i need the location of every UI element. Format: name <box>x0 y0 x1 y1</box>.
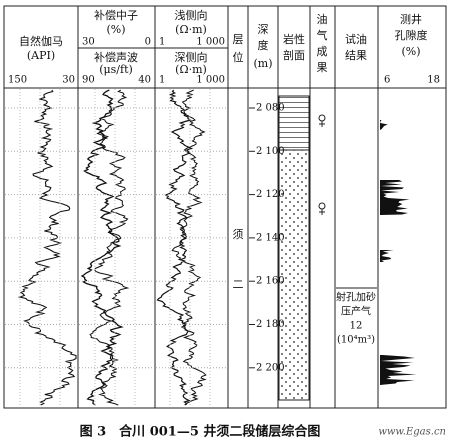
depth-label: 2 180 <box>256 319 285 330</box>
scale-left: 6 <box>384 75 390 86</box>
scale-left: 90 <box>82 75 95 86</box>
track-unit: (μs/ft) <box>99 63 133 76</box>
track-title: 自然伽马 <box>19 34 63 48</box>
scale-left: 150 <box>8 75 27 86</box>
scale-right: 1 000 <box>196 75 225 86</box>
scale-right: 0 <box>145 37 151 48</box>
log-trace <box>80 89 124 406</box>
porosity-fill <box>380 120 388 130</box>
log-trace <box>17 89 77 406</box>
porosity-fill <box>380 355 417 385</box>
formation-label: 二 <box>233 278 244 291</box>
column-title: 层 <box>233 33 244 46</box>
mudstone <box>279 96 309 150</box>
depth-label: 2 100 <box>256 146 285 157</box>
scale-right: 18 <box>427 75 440 86</box>
column-title: (m) <box>253 57 272 70</box>
test-result: 射孔加砂 <box>336 291 376 304</box>
column-title: 度 <box>258 38 269 52</box>
track-title: 测井 <box>400 12 422 26</box>
gas-show <box>318 114 326 127</box>
log-trace <box>156 89 194 406</box>
caption: 图 3 合川 001—5 井须二段储层综合图 <box>80 424 321 440</box>
track-unit: (Ω·m) <box>175 23 207 36</box>
scale-right: 40 <box>138 75 151 86</box>
track-title: 孔隙度 <box>395 28 428 42</box>
column-dividers <box>77 6 379 408</box>
track-unit: (%) <box>401 45 420 58</box>
test-result: 12 <box>350 321 363 332</box>
log-trace <box>171 89 207 406</box>
test-result: 压产气 <box>341 305 371 318</box>
test-result: (10⁴m³) <box>337 335 375 346</box>
sandstone <box>279 150 309 400</box>
depth-label: 2 160 <box>256 276 285 287</box>
gas-show <box>318 202 326 215</box>
watermark: www.Egas.cn <box>378 427 446 438</box>
column-title: 结果 <box>345 49 367 62</box>
scale-right: 30 <box>62 75 75 86</box>
column-title: 岩性 <box>283 32 305 46</box>
column-title: 位 <box>233 50 244 64</box>
frame <box>3 5 447 409</box>
scale-left: 30 <box>82 37 95 48</box>
track-title: 补偿声波 <box>94 50 138 64</box>
scale-left: 1 <box>159 75 165 86</box>
column-title: 油 <box>317 12 328 26</box>
track-title: 补偿中子 <box>94 8 138 22</box>
column-title: 深 <box>258 23 269 36</box>
scale-right: 1 000 <box>196 37 225 48</box>
curves <box>17 89 417 406</box>
lithology-box <box>278 95 310 401</box>
track-unit: (Ω·m) <box>175 63 207 76</box>
porosity-fill <box>380 180 410 215</box>
scale-left: 1 <box>159 37 165 48</box>
track-title: 浅侧向 <box>175 8 208 22</box>
column-title: 成 <box>317 45 328 58</box>
formation-label: 须 <box>233 228 244 241</box>
track-title: 深侧向 <box>175 50 208 64</box>
depth-label: 2 200 <box>256 362 285 373</box>
porosity-fill <box>380 250 394 262</box>
log-trace <box>89 89 130 406</box>
track-unit: (API) <box>27 49 55 62</box>
depth-label: 2 140 <box>256 232 285 243</box>
depth-label: 2 080 <box>256 103 285 114</box>
column-title: 果 <box>317 61 328 74</box>
track-unit: (%) <box>106 23 125 36</box>
column-title: 试油 <box>345 32 367 46</box>
column-title: 气 <box>317 28 328 42</box>
column-title: 剖面 <box>283 48 305 62</box>
depth-label: 2 120 <box>256 189 285 200</box>
